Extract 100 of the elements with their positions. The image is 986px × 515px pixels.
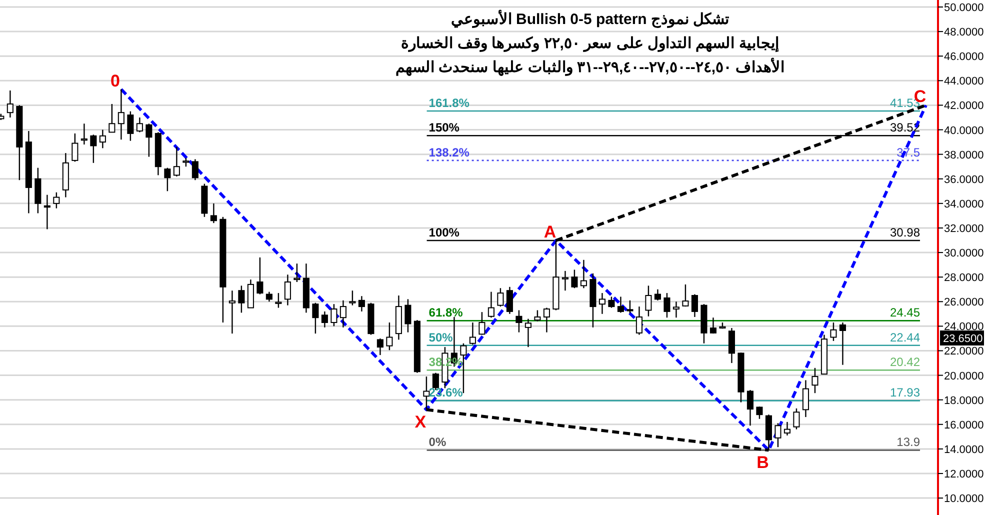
y-tick-label: 18.0000 <box>944 394 984 407</box>
candlestick <box>562 270 568 292</box>
candlestick <box>386 322 393 351</box>
annotation: X <box>414 412 427 432</box>
y-tick-label: 50.0000 <box>944 2 984 14</box>
candlestick <box>543 307 550 333</box>
y-tick-label: 30.0000 <box>944 248 984 260</box>
candlestick <box>793 408 800 430</box>
candlestick <box>598 292 606 315</box>
candlestick <box>746 389 754 426</box>
candlestick <box>812 367 818 394</box>
annotation: B <box>756 453 769 472</box>
candlestick <box>626 300 634 314</box>
candlestick <box>192 158 198 181</box>
annotation: A <box>544 222 556 242</box>
candlestick <box>571 269 578 289</box>
candlestick <box>72 132 78 162</box>
candlestick <box>636 306 642 336</box>
candlestick <box>118 88 124 140</box>
candlestick <box>294 262 300 283</box>
y-tick-label: 48.0000 <box>944 26 984 39</box>
candlestick <box>210 202 217 224</box>
y-tick-label: 10.0000 <box>944 493 984 506</box>
candlestick <box>44 194 50 230</box>
candlestick <box>80 123 88 146</box>
candlestick <box>580 259 587 289</box>
candlestick <box>839 322 846 366</box>
candlestick <box>654 288 661 302</box>
y-tick-label: 34.0000 <box>944 198 984 210</box>
y-tick-label: 44.0000 <box>944 76 984 88</box>
annotation: 100% <box>428 225 460 240</box>
y-tick-label: 24.0000 <box>944 321 984 334</box>
y-tick-label: 14.0000 <box>944 444 984 456</box>
candlestick <box>275 292 282 308</box>
candlestick <box>608 296 615 308</box>
candlestick <box>524 318 532 348</box>
candlestick <box>469 322 476 346</box>
ref-line-label: 30.98 <box>890 225 920 240</box>
candlestick <box>534 310 541 322</box>
candlestick <box>516 310 522 333</box>
candlestick <box>617 296 624 314</box>
annotation: 138.2% <box>428 145 470 160</box>
candlestick <box>682 284 689 308</box>
y-tick-label: 20.0000 <box>944 370 984 382</box>
candlestick <box>238 285 245 314</box>
candlestick <box>506 286 513 315</box>
candlestick <box>349 290 356 306</box>
candlestick <box>710 316 716 334</box>
candlestick <box>376 338 384 356</box>
candlestick <box>645 285 652 317</box>
y-tick-label: 12.0000 <box>944 468 984 481</box>
candlestick <box>774 422 782 448</box>
annotation: 61.8% <box>428 306 464 320</box>
candlestick <box>756 406 763 420</box>
ref-line-label: 22.44 <box>890 330 920 344</box>
ref-line-label: 13.9 <box>896 435 920 450</box>
candlestick <box>358 296 365 312</box>
annotation: 150% <box>428 120 460 135</box>
candlestick <box>127 110 134 142</box>
candlestick <box>478 311 486 336</box>
candlestick <box>691 294 698 318</box>
annotation: 161.8% <box>428 96 470 110</box>
candlestick <box>266 291 272 302</box>
candlestick <box>488 291 494 318</box>
candlestick <box>228 290 236 334</box>
candlestick <box>321 310 328 328</box>
text: 23.6500 <box>943 332 983 345</box>
y-tick-label: 42.0000 <box>944 100 984 112</box>
candlestick <box>312 302 319 334</box>
annotation: 0 <box>110 71 120 90</box>
y-tick-label: 32.0000 <box>944 222 984 235</box>
annotation: 50% <box>428 330 454 344</box>
candlestick <box>173 146 180 178</box>
ref-line-label: 17.93 <box>890 386 920 400</box>
candlestick <box>830 322 837 342</box>
candlestick <box>672 301 680 318</box>
y-tick-label: 16.0000 <box>944 419 984 432</box>
y-tick-label: 36.0000 <box>944 174 984 186</box>
candlestick <box>340 300 346 328</box>
candlestick <box>664 292 670 318</box>
candlestick <box>99 129 106 149</box>
text: تشكل نموذج Bullish 0-5 pattern الأسبوعي إيجابية السهم التداول على سعر ٢٢,٥٠ وكسرها وقف الخسارة الأهداف ٢٤,٥٠--٢٧,٥٠--٢٩,٤٠--٣١ والثبات عليها سنحدث السهم <box>395 9 785 76</box>
candlestick <box>146 123 152 158</box>
ref-line-label: 20.42 <box>890 355 920 370</box>
ref-line-label: 24.45 <box>890 306 920 320</box>
candlestick <box>497 288 504 308</box>
candlestick <box>6 90 14 118</box>
candlestick <box>728 327 735 364</box>
y-tick-label: 46.0000 <box>944 51 984 64</box>
candlestick <box>330 303 338 327</box>
candlestick <box>802 380 809 418</box>
candlestick <box>53 192 60 209</box>
y-tick-label: 28.0000 <box>944 272 984 284</box>
candlestick <box>90 134 97 164</box>
candlestick <box>136 116 143 133</box>
candlestick <box>247 278 254 308</box>
candlestick <box>784 421 790 436</box>
candlestick <box>404 298 412 333</box>
y-tick-label: 38.0000 <box>944 149 984 162</box>
candlestick <box>284 274 291 306</box>
